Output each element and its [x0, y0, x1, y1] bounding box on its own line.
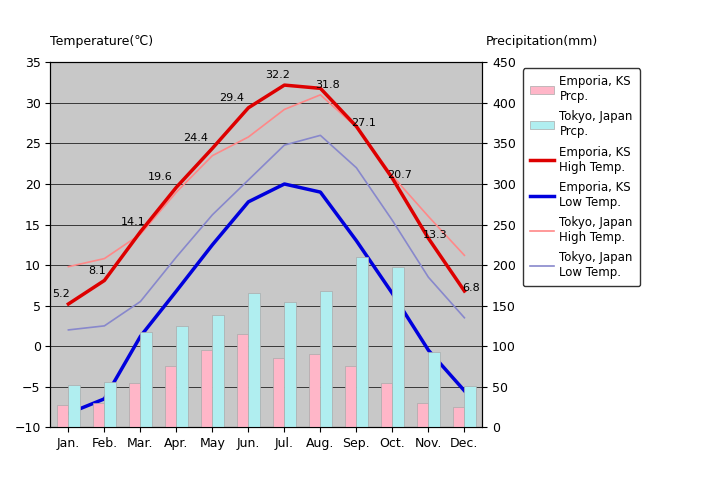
Bar	[93, 403, 104, 427]
Bar	[284, 302, 296, 427]
Text: 32.2: 32.2	[265, 70, 290, 80]
Bar	[345, 366, 356, 427]
Text: 29.4: 29.4	[219, 93, 244, 103]
Legend: Emporia, KS
Prcp., Tokyo, Japan
Prcp., Emporia, KS
High Temp., Emporia, KS
Low T: Emporia, KS Prcp., Tokyo, Japan Prcp., E…	[523, 68, 640, 286]
Text: 6.8: 6.8	[462, 283, 480, 293]
Bar	[248, 293, 260, 427]
Bar	[201, 350, 212, 427]
Bar	[68, 385, 80, 427]
Bar	[104, 382, 116, 427]
Bar	[165, 366, 176, 427]
Text: 19.6: 19.6	[148, 172, 172, 182]
Bar	[428, 352, 440, 427]
Bar	[140, 332, 152, 427]
Bar	[57, 405, 68, 427]
Text: 31.8: 31.8	[315, 80, 340, 90]
Text: 20.7: 20.7	[387, 170, 412, 180]
Bar	[212, 315, 224, 427]
Bar	[176, 326, 188, 427]
Bar	[320, 291, 332, 427]
Text: Temperature(℃): Temperature(℃)	[50, 35, 153, 48]
Text: 8.1: 8.1	[89, 265, 107, 276]
Text: 27.1: 27.1	[351, 119, 376, 129]
Bar	[356, 257, 368, 427]
Bar	[309, 354, 320, 427]
Bar	[273, 358, 284, 427]
Bar	[129, 383, 140, 427]
Text: 5.2: 5.2	[53, 289, 71, 299]
Text: 13.3: 13.3	[423, 230, 448, 240]
Bar	[453, 407, 464, 427]
Bar	[381, 383, 392, 427]
Bar	[417, 403, 428, 427]
Bar	[237, 334, 248, 427]
Bar	[464, 386, 476, 427]
Text: 14.1: 14.1	[121, 217, 146, 227]
Bar	[392, 267, 404, 427]
Text: Precipitation(mm): Precipitation(mm)	[486, 35, 598, 48]
Text: 24.4: 24.4	[183, 133, 208, 144]
